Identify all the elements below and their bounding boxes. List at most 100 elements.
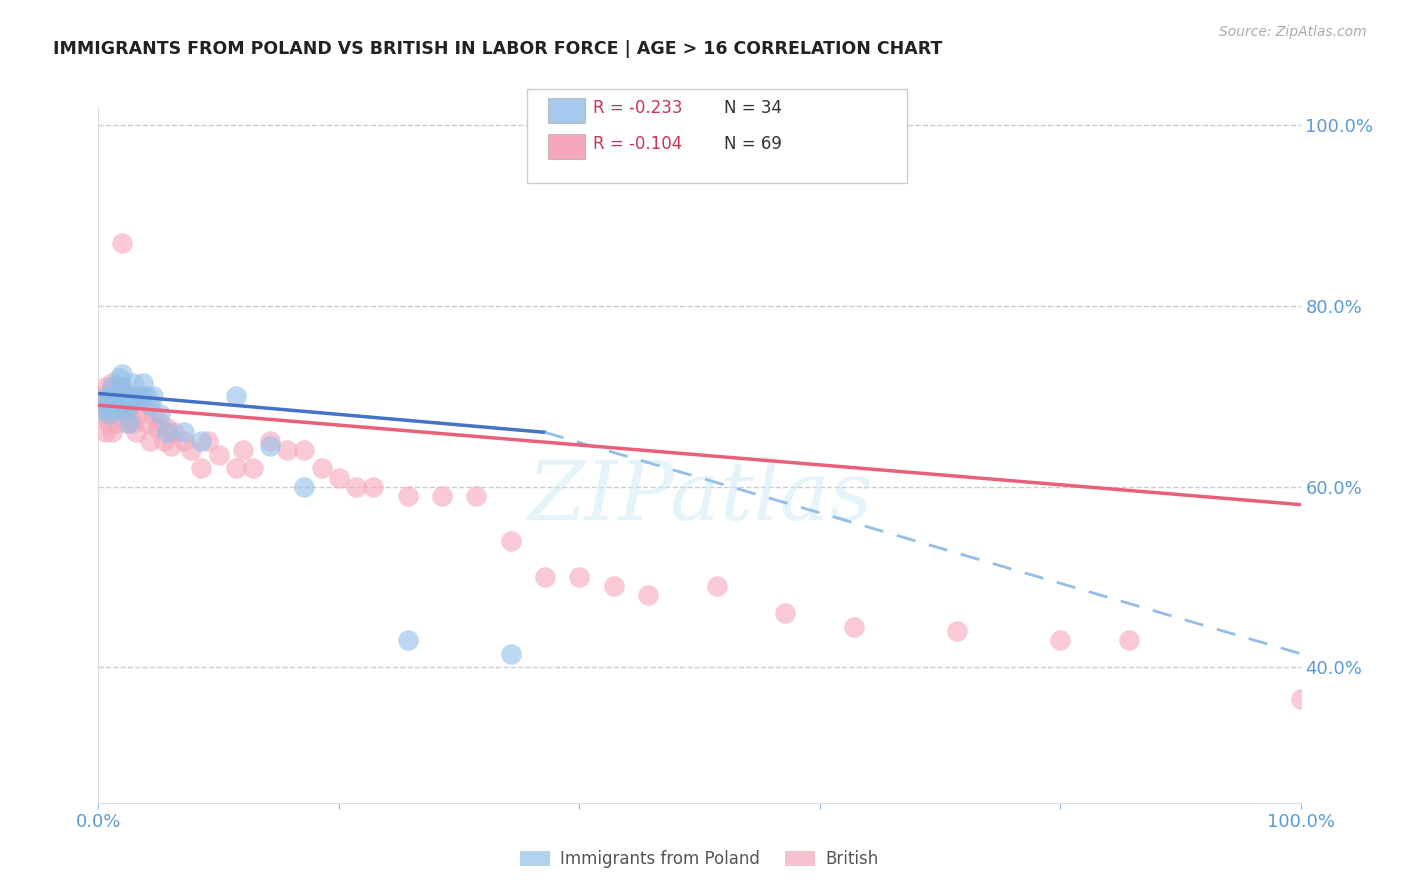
Text: R = -0.233: R = -0.233 [593,99,683,117]
Point [842,619,865,633]
Point [706,579,728,593]
Point [132,389,155,403]
Point [101,425,124,440]
Point [146,421,169,435]
Point [311,461,333,475]
Point [135,417,157,431]
Point [242,461,264,475]
Point [94,425,117,440]
Point [142,407,165,421]
Point [294,479,316,493]
Point [128,407,150,421]
Point [97,407,120,421]
Point [232,443,254,458]
Point [465,489,488,503]
Point [108,393,131,408]
Point [118,393,141,408]
Point [568,570,591,584]
Point [430,489,453,503]
Point [101,393,124,408]
Point [499,533,522,548]
Point [197,434,219,449]
Point [125,389,148,403]
Point [97,417,120,431]
Point [149,417,172,431]
Text: N = 34: N = 34 [724,99,782,117]
Point [361,479,384,493]
Point [156,425,179,440]
Point [97,389,120,403]
Point [637,588,659,602]
Point [111,380,134,394]
Point [101,380,124,394]
Point [104,402,127,417]
Point [225,461,247,475]
Point [115,389,138,403]
Point [775,606,797,620]
Point [101,376,124,390]
Point [90,389,112,403]
Point [142,389,165,403]
Point [328,470,350,484]
Point [115,402,138,417]
Point [118,407,141,421]
Point [111,235,134,250]
Point [128,389,150,403]
Point [139,398,162,412]
Text: IMMIGRANTS FROM POLAND VS BRITISH IN LABOR FORCE | AGE > 16 CORRELATION CHART: IMMIGRANTS FROM POLAND VS BRITISH IN LAB… [53,40,943,58]
Point [294,443,316,458]
Point [108,407,131,421]
Point [139,434,162,449]
Point [101,398,124,412]
Point [132,376,155,390]
Point [276,443,298,458]
Point [499,647,522,661]
Point [396,489,419,503]
Point [104,402,127,417]
Point [259,434,281,449]
Point [1289,692,1312,706]
Point [90,407,112,421]
Point [344,479,367,493]
Point [97,402,120,417]
Point [90,402,112,417]
Point [190,434,212,449]
Point [104,389,127,403]
Point [111,384,134,399]
Point [115,398,138,412]
Point [111,367,134,381]
Point [1118,633,1140,648]
Point [173,434,195,449]
Point [118,398,141,412]
Point [121,376,143,390]
Point [534,570,557,584]
Text: ZIPatlas: ZIPatlas [527,457,872,537]
Point [946,624,969,639]
Text: R = -0.104: R = -0.104 [593,135,682,153]
Legend: Immigrants from Poland, British: Immigrants from Poland, British [513,843,886,874]
Point [108,380,131,394]
Point [259,439,281,453]
Point [121,393,143,408]
Point [94,380,117,394]
Point [396,633,419,648]
Point [121,417,143,431]
Point [152,434,174,449]
Point [225,389,247,403]
Point [156,421,179,435]
Point [108,371,131,385]
Point [94,393,117,408]
Point [125,425,148,440]
Point [149,407,172,421]
Point [190,461,212,475]
Point [94,398,117,412]
Point [97,389,120,403]
Point [208,448,231,462]
Point [602,579,624,593]
Point [104,389,127,403]
Text: N = 69: N = 69 [724,135,782,153]
Point [173,425,195,440]
Point [125,398,148,412]
Point [118,417,141,431]
Point [121,389,143,403]
